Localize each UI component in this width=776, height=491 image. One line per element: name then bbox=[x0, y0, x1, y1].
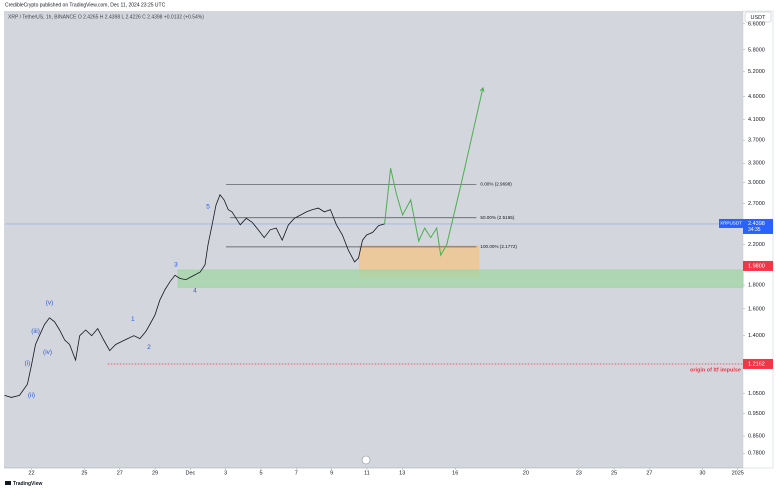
y-tick-label: 1.0500 bbox=[748, 391, 765, 397]
currency-box[interactable] bbox=[744, 11, 772, 23]
fib-label: 100.00% (2.1772) bbox=[480, 244, 517, 249]
y-tick-label: 0.7800 bbox=[748, 451, 765, 457]
y-tick-label: 3.0000 bbox=[748, 180, 765, 186]
x-tick-label: 27 bbox=[646, 470, 652, 476]
y-tick-label: 2.2000 bbox=[748, 242, 765, 248]
wave-label: 5 bbox=[206, 203, 210, 210]
origin-text: origin of ltf impulse bbox=[690, 367, 741, 373]
plot-area bbox=[4, 86, 744, 398]
x-tick-label: 5 bbox=[259, 470, 262, 476]
wave-label: (i) bbox=[25, 360, 31, 367]
y-tick-label: 5.8000 bbox=[748, 47, 765, 53]
last-price-box bbox=[743, 218, 773, 234]
wave-label: (iv) bbox=[43, 349, 52, 356]
zone bbox=[177, 269, 744, 288]
symbol-label: XRPUSDT bbox=[720, 221, 742, 226]
wave-label: 3 bbox=[174, 262, 178, 269]
y-tick-label: 1.8000 bbox=[748, 283, 765, 289]
price-axis bbox=[742, 10, 774, 469]
chart-pane bbox=[4, 11, 743, 468]
y-tick-label: 3.3000 bbox=[748, 161, 765, 167]
y-tick-label: 1.4000 bbox=[748, 333, 765, 339]
projection-arrowhead bbox=[479, 86, 485, 92]
wave-label: 2 bbox=[147, 344, 151, 351]
x-tick-label: 23 bbox=[576, 470, 582, 476]
symbol-box bbox=[719, 218, 743, 228]
countdown-label: 34:35 bbox=[748, 227, 761, 233]
x-tick-label: 20 bbox=[523, 470, 529, 476]
x-tick-label: 29 bbox=[152, 470, 158, 476]
x-tick-label: 7 bbox=[295, 470, 298, 476]
x-tick-label: 3 bbox=[224, 470, 227, 476]
origin-price-label: 1.2162 bbox=[748, 361, 765, 367]
y-tick-label: 5.2000 bbox=[748, 69, 765, 75]
x-tick-label: 9 bbox=[330, 470, 333, 476]
wave-label: (v) bbox=[46, 299, 54, 306]
x-tick-label: 22 bbox=[28, 470, 34, 476]
projection-line bbox=[384, 87, 484, 257]
x-tick-label: 27 bbox=[117, 470, 123, 476]
y-tick-label: 1.6000 bbox=[748, 306, 765, 312]
footer-brand: TradingView bbox=[13, 481, 42, 487]
event-icon[interactable] bbox=[361, 455, 371, 465]
x-tick-label: 25 bbox=[81, 470, 87, 476]
y-tick-label: 3.7000 bbox=[748, 138, 765, 144]
fib-label: 50.00% (2.5165) bbox=[480, 215, 514, 220]
x-tick-label: 13 bbox=[399, 470, 405, 476]
x-tick-label: 16 bbox=[452, 470, 458, 476]
wave-label: 4 bbox=[193, 288, 197, 295]
y-tick-label: 2.7000 bbox=[748, 201, 765, 207]
x-tick-label: 30 bbox=[699, 470, 705, 476]
symbol-title: XRP / TetherUS, 1h, BINANCE O 2.4265 H 2… bbox=[8, 14, 204, 20]
wave-label: (iii) bbox=[31, 328, 40, 335]
x-tick-label: 2025 bbox=[732, 470, 744, 476]
wave-label: 1 bbox=[131, 316, 135, 323]
x-tick-label: Dec bbox=[185, 470, 195, 476]
price-line bbox=[4, 194, 385, 398]
currency-label: USDT bbox=[751, 15, 767, 21]
x-tick-label: 25 bbox=[611, 470, 617, 476]
tv-logo bbox=[5, 481, 11, 485]
wave-label: (ii) bbox=[28, 392, 35, 399]
alert-price-label: 1.9800 bbox=[748, 263, 765, 269]
y-tick-label: 0.8500 bbox=[748, 433, 765, 439]
y-tick-label: 6.6000 bbox=[748, 21, 765, 27]
y-tick-label: 4.6000 bbox=[748, 94, 765, 100]
fib-label: 0.00% (2.9698) bbox=[480, 182, 512, 187]
origin-price-box bbox=[743, 358, 773, 369]
alert-price-box bbox=[743, 260, 773, 271]
x-tick-label: 11 bbox=[364, 470, 370, 476]
last-price-label: 2.4398 bbox=[748, 221, 765, 227]
y-tick-label: 0.9500 bbox=[748, 411, 765, 417]
publish-header: CredibleCrypto published on TradingView.… bbox=[5, 2, 166, 8]
y-tick-label: 4.1000 bbox=[748, 117, 765, 123]
